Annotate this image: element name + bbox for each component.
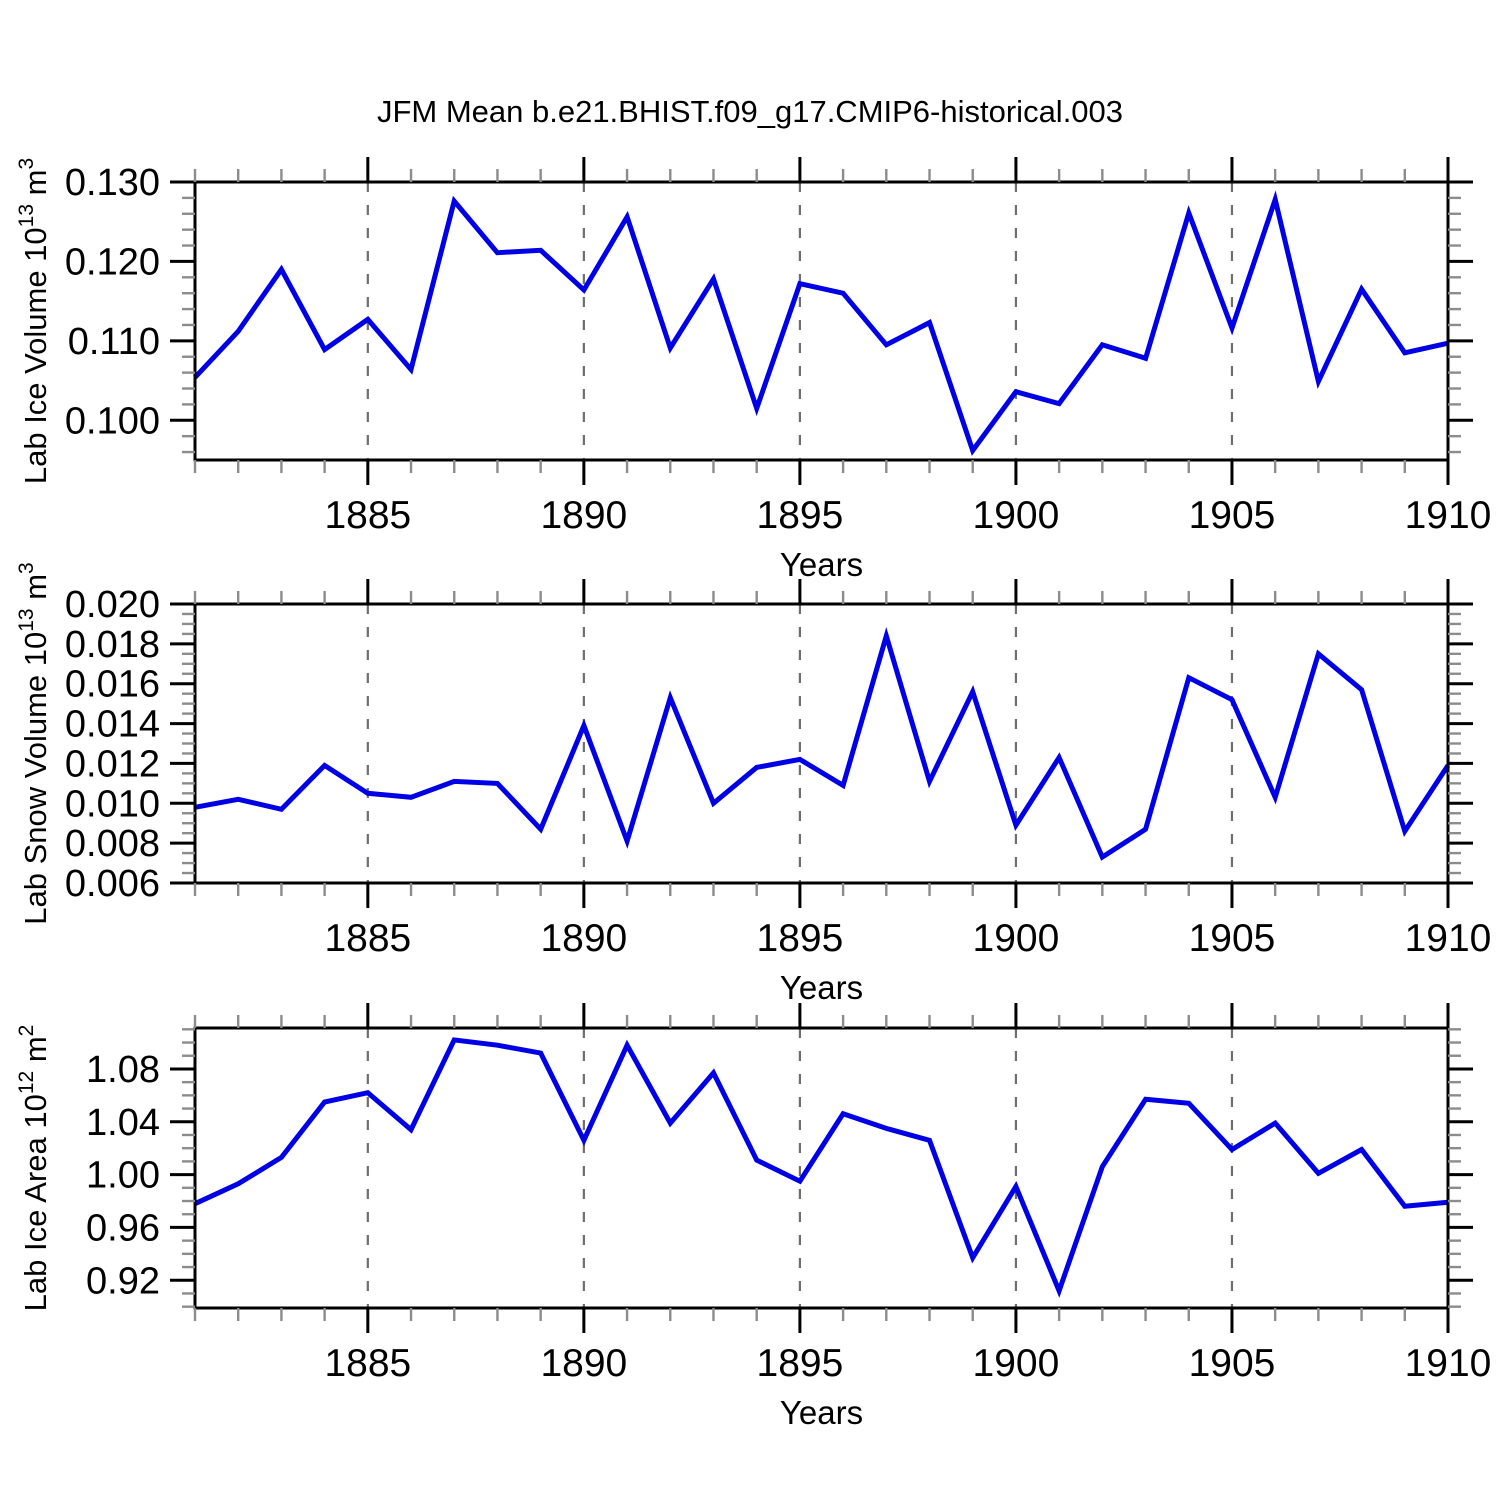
y-axis-title: Lab Ice Area 1012 m2	[15, 1025, 53, 1312]
y-tick-label: 0.020	[65, 584, 160, 626]
chart-title: JFM Mean b.e21.BHIST.f09_g17.CMIP6-histo…	[376, 94, 1124, 129]
y-tick-label: 0.018	[65, 624, 160, 666]
y-tick-label: 0.014	[65, 704, 160, 746]
x-tick-label: 1905	[1189, 494, 1276, 537]
x-tick-label: 1910	[1405, 1342, 1492, 1385]
x-tick-label: 1910	[1405, 917, 1492, 960]
panel-frame-2	[193, 602, 1450, 885]
x-axis-title: Years	[780, 546, 863, 583]
y-tick-label: 0.120	[65, 241, 160, 283]
y-axis-title: Lab Ice Volume 1013 m3	[15, 158, 53, 484]
x-tick-label: 1910	[1405, 494, 1492, 537]
x-tick-label: 1905	[1189, 917, 1276, 960]
y-tick-label: 1.00	[86, 1155, 160, 1197]
y-tick-label: 1.04	[86, 1102, 160, 1144]
data-line-2	[194, 627, 1451, 861]
x-tick-label: 1885	[324, 917, 411, 960]
y-tick-label: 0.110	[68, 321, 160, 363]
y-tick-label: 0.96	[86, 1207, 160, 1249]
y-tick-label: 0.006	[65, 863, 160, 905]
x-axis-title: Years	[780, 969, 863, 1006]
y-tick-label: 0.130	[65, 162, 160, 204]
y-tick-label: 0.92	[86, 1260, 160, 1302]
data-line-1	[193, 190, 1449, 456]
x-tick-label: 1885	[324, 494, 411, 537]
y-tick-label: 1.08	[86, 1049, 160, 1091]
y-tick-label: 0.010	[65, 783, 160, 825]
x-tick-label: 1900	[973, 917, 1060, 960]
y-axis-title: Lab Snow Volume 1013 m3	[15, 562, 53, 924]
x-tick-label: 1900	[973, 494, 1060, 537]
y-tick-label: 0.016	[65, 664, 160, 706]
panel-frame-1	[193, 180, 1450, 462]
x-tick-label: 1900	[973, 1342, 1060, 1385]
x-tick-label: 1895	[757, 494, 844, 537]
x-tick-label: 1905	[1189, 1342, 1276, 1385]
x-tick-label: 1890	[540, 1342, 627, 1385]
data-line-3	[193, 1037, 1449, 1298]
x-tick-label: 1890	[540, 494, 627, 537]
x-axis-title: Years	[780, 1394, 863, 1431]
x-tick-label: 1895	[757, 917, 844, 960]
y-tick-label: 0.012	[65, 743, 160, 785]
y-tick-label: 0.100	[65, 400, 160, 442]
panel-frame-3	[193, 1026, 1450, 1310]
y-tick-label: 0.008	[65, 823, 160, 865]
x-tick-label: 1885	[324, 1342, 411, 1385]
x-tick-label: 1895	[757, 1342, 844, 1385]
x-tick-label: 1890	[540, 917, 627, 960]
